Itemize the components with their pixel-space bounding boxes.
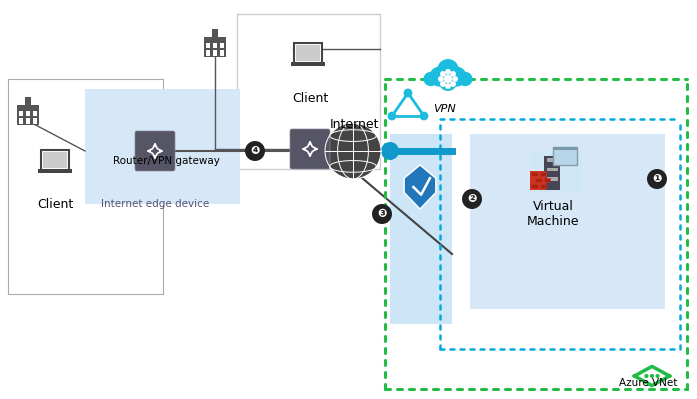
Bar [206,50,210,55]
Bar [531,172,538,176]
Circle shape [439,73,457,91]
Circle shape [647,169,667,189]
Text: Azure VNet: Azure VNet [619,378,677,388]
Bar [530,171,546,190]
Bar [431,76,466,84]
Circle shape [245,141,265,161]
Circle shape [462,189,482,209]
Circle shape [650,374,654,378]
Bar [291,62,325,66]
Text: Router/VPN gateway: Router/VPN gateway [113,156,220,166]
Bar [17,105,39,125]
Text: ❷: ❷ [467,194,477,204]
Circle shape [655,374,659,378]
Bar [544,156,560,190]
Circle shape [437,59,459,81]
Text: ❶: ❶ [652,174,661,184]
Circle shape [452,76,458,82]
Bar [546,168,558,171]
Circle shape [325,123,381,179]
Circle shape [445,69,451,75]
Text: Internet edge device: Internet edge device [101,199,209,209]
Bar [544,178,550,182]
Bar [539,184,546,188]
Bar [220,43,224,48]
Bar [213,43,217,48]
Circle shape [446,67,466,87]
Bar [85,89,240,204]
Bar [553,147,576,150]
Bar [535,178,542,182]
Bar [206,43,210,48]
Circle shape [424,72,438,86]
Bar [539,172,546,176]
Circle shape [404,89,413,97]
FancyBboxPatch shape [290,129,330,169]
Circle shape [381,142,399,160]
Bar [553,148,576,165]
Bar [19,111,23,116]
Text: ❹: ❹ [250,146,260,156]
Circle shape [458,72,473,86]
Bar [530,152,581,192]
Bar [213,50,217,55]
Bar [43,152,67,168]
Bar [204,37,226,57]
Circle shape [440,71,446,77]
Text: Internet: Internet [330,117,380,130]
Bar [33,118,37,124]
Text: Client: Client [292,93,328,105]
Bar [546,178,558,180]
Circle shape [644,374,648,378]
Circle shape [440,81,446,87]
Text: VPN: VPN [433,104,456,114]
Bar [33,111,37,116]
Bar [470,134,665,309]
Polygon shape [404,165,436,209]
Circle shape [372,204,392,224]
Bar [531,184,538,188]
Bar [25,97,31,105]
Bar [38,169,72,173]
Circle shape [450,71,456,77]
Bar [19,118,23,124]
FancyBboxPatch shape [135,131,175,171]
Bar [296,45,320,61]
Bar [41,150,69,170]
Circle shape [388,112,397,120]
Text: Client: Client [37,198,73,211]
Bar [26,118,30,124]
Bar [220,50,224,55]
Text: ❸: ❸ [377,209,387,219]
Circle shape [444,75,452,83]
Bar [294,43,322,63]
Bar [237,14,380,169]
Bar [26,111,30,116]
Bar [8,79,163,294]
Bar [546,158,558,162]
Circle shape [445,83,451,89]
Text: Virtual
Machine: Virtual Machine [527,200,579,228]
Circle shape [420,112,429,120]
Bar [390,134,452,324]
Circle shape [438,76,444,82]
Bar [212,29,218,37]
Circle shape [450,81,456,87]
Circle shape [429,67,450,87]
